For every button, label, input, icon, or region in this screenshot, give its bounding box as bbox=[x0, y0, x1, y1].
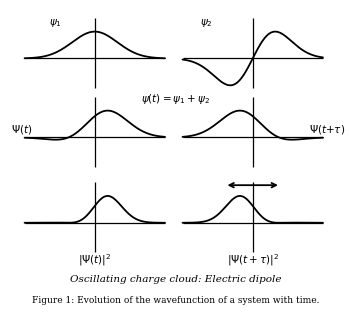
Text: $\psi_2$: $\psi_2$ bbox=[200, 17, 213, 29]
Text: $\psi_1$: $\psi_1$ bbox=[49, 17, 62, 29]
Text: $|\Psi(t)|^2$: $|\Psi(t)|^2$ bbox=[78, 252, 111, 268]
Text: $\psi(t) = \psi_1 + \psi_2$: $\psi(t) = \psi_1 + \psi_2$ bbox=[141, 92, 210, 106]
Text: $\Psi(t{+}\tau)$: $\Psi(t{+}\tau)$ bbox=[309, 123, 345, 136]
Text: Figure 1: Evolution of the wavefunction of a system with time.: Figure 1: Evolution of the wavefunction … bbox=[32, 296, 319, 305]
Text: $|\Psi(t + \tau)|^2$: $|\Psi(t + \tau)|^2$ bbox=[227, 252, 279, 268]
Text: $\Psi(t)$: $\Psi(t)$ bbox=[11, 123, 32, 136]
Text: Oscillating charge cloud: Electric dipole: Oscillating charge cloud: Electric dipol… bbox=[70, 275, 281, 284]
